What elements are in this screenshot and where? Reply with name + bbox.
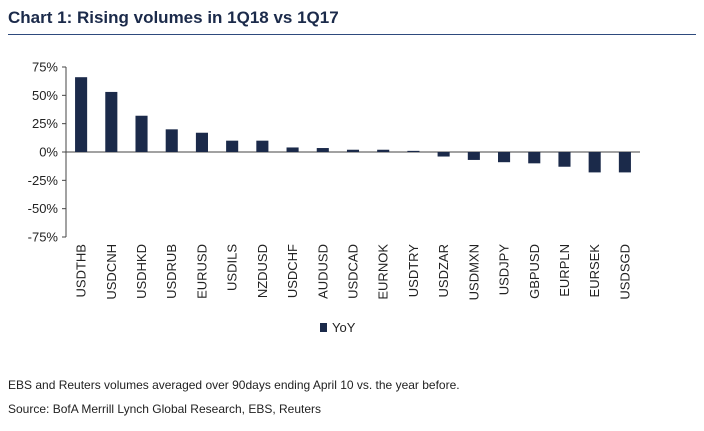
x-tick-label: USDILS bbox=[225, 244, 240, 291]
x-tick-label: GBPUSD bbox=[527, 244, 542, 299]
x-tick-label: EURPLN bbox=[557, 244, 572, 297]
y-tick-label: -50% bbox=[28, 201, 59, 216]
bar-usdtry bbox=[407, 150, 420, 152]
y-tick-label: -25% bbox=[28, 173, 59, 188]
x-tick-label: EURUSD bbox=[194, 244, 209, 299]
legend-label: YoY bbox=[332, 320, 356, 335]
bar-usdsgd bbox=[618, 152, 631, 173]
x-tick-label: USDRUB bbox=[164, 244, 179, 299]
legend-swatch bbox=[320, 323, 327, 332]
x-tick-label: USDCNH bbox=[104, 244, 119, 300]
chart-title: Chart 1: Rising volumes in 1Q18 vs 1Q17 bbox=[8, 8, 339, 27]
x-tick-label: EURNOK bbox=[376, 244, 391, 300]
x-tick-label: USDSGD bbox=[617, 244, 632, 300]
y-tick-label: 0% bbox=[39, 145, 58, 160]
title-divider bbox=[8, 34, 696, 35]
x-tick-label: USDJPY bbox=[497, 244, 512, 296]
x-tick-label: USDCAD bbox=[346, 244, 361, 299]
y-tick-label: -75% bbox=[28, 230, 59, 245]
x-tick-label: USDMXN bbox=[466, 244, 481, 300]
x-tick-label: AUDUSD bbox=[315, 244, 330, 299]
source-note: Source: BofA Merrill Lynch Global Resear… bbox=[8, 402, 322, 416]
x-tick-label: USDHKD bbox=[134, 244, 149, 299]
x-tick-label: USDZAR bbox=[436, 244, 451, 297]
bar-nzdusd bbox=[256, 140, 269, 152]
x-tick-label: USDTHB bbox=[74, 244, 89, 297]
x-tick-label: NZDUSD bbox=[255, 244, 270, 298]
x-tick-label: USDCHF bbox=[285, 244, 300, 298]
bar-usdzar bbox=[437, 152, 450, 157]
bar-eursek bbox=[588, 152, 601, 173]
bar-usdthb bbox=[75, 77, 88, 152]
y-tick-label: 25% bbox=[32, 116, 58, 131]
bar-usdjpy bbox=[498, 152, 511, 163]
bar-usdchf bbox=[286, 147, 299, 152]
x-tick-label: USDTRY bbox=[406, 244, 421, 298]
bar-usdrub bbox=[165, 129, 178, 152]
bar-gbpusd bbox=[528, 152, 541, 164]
x-tick-label: EURSEK bbox=[587, 244, 602, 298]
bar-usdils bbox=[226, 140, 239, 152]
bar-audusd bbox=[316, 148, 329, 152]
bar-usdcad bbox=[346, 149, 360, 152]
bar-usdhkd bbox=[135, 115, 148, 152]
bar-eurpln bbox=[558, 152, 571, 167]
bar-usdmxn bbox=[467, 152, 480, 160]
y-tick-label: 75% bbox=[32, 60, 58, 75]
bar-eurusd bbox=[195, 132, 208, 152]
bar-usdcnh bbox=[105, 91, 118, 152]
bar-chart: 75% 50% 25% 0% -25% -50% -75% USDTHB USDCNH USDHK… bbox=[28, 60, 640, 335]
footnote: EBS and Reuters volumes averaged over 90… bbox=[8, 378, 460, 392]
y-tick-label: 50% bbox=[32, 88, 58, 103]
bar-eurnok bbox=[377, 149, 390, 152]
